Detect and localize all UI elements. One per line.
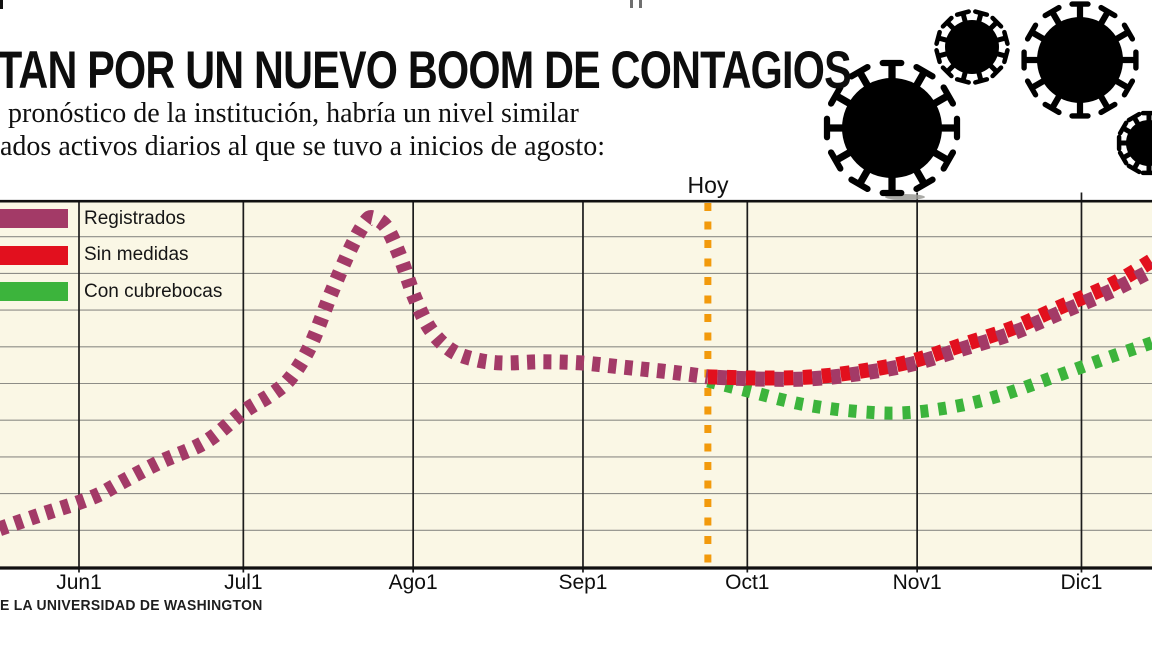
crop-artifact (639, 0, 642, 8)
series-registrados (0, 210, 709, 536)
coronavirus-icon-top-right (1021, 1, 1139, 119)
x-axis-label: Sep1 (558, 571, 608, 594)
crop-artifact (0, 0, 3, 9)
x-axis-label: Jun1 (56, 571, 102, 594)
subtitle-line-2: ados activos diarios al que se tuvo a in… (0, 131, 605, 162)
crop-artifact (630, 0, 633, 8)
legend-item-sin-medidas: Sin medidas (0, 237, 250, 273)
source-text: E LA UNIVERSIDAD DE WASHINGTON (0, 597, 263, 614)
legend-swatch-con-cubrebocas (0, 282, 68, 301)
x-axis-label: Jul1 (224, 571, 263, 594)
x-axis-label: Oct1 (725, 571, 770, 594)
coronavirus-icon-small (934, 9, 1010, 85)
series-sin-medidas (707, 252, 1152, 386)
legend-label: Con cubrebocas (84, 280, 223, 302)
plot-area (0, 200, 1152, 569)
legend-item-registrados: Registrados (0, 200, 250, 237)
x-axis-label: Dic1 (1060, 571, 1103, 594)
legend-label: Registrados (84, 207, 186, 229)
x-axis-label: Ago1 (388, 571, 438, 594)
legend-swatch-sin-medidas (0, 246, 68, 265)
subtitle-line-1: pronóstico de la institución, habría un … (8, 98, 579, 129)
legend-item-con-cubrebocas: Con cubrebocas (0, 273, 250, 310)
series-registrados-proyecci-n- (707, 262, 1152, 387)
coronavirus-icon-clipped-right (1116, 110, 1152, 176)
series-con-cubrebocas (706, 335, 1152, 420)
x-axis-label: Nov1 (892, 571, 942, 594)
today-label: Hoy (687, 172, 729, 198)
legend-label: Sin medidas (84, 244, 189, 265)
coronavirus-icon-large (823, 59, 961, 197)
legend-swatch-registrados (0, 209, 68, 228)
page-title: TAN POR UN NUEVO BOOM DE CONTAGIOS (0, 41, 852, 100)
